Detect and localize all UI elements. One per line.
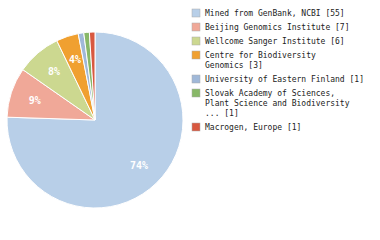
pie-slice xyxy=(89,32,95,120)
legend-label-line: Macrogen, Europe [1] xyxy=(205,123,301,132)
slice-label: 9% xyxy=(29,95,41,106)
chart: 74% 9% 8% 4% Mined from GenBank, NCBI [55] Be… xyxy=(0,0,380,240)
legend-label-line: Wellcome Sanger Institute [6] xyxy=(205,37,345,46)
slice-label: 74% xyxy=(130,160,148,171)
legend-label-line: Mined from GenBank, NCBI [55] xyxy=(205,9,345,18)
pie-slice xyxy=(78,33,95,120)
legend-label: Centre for BiodiversityGenomics [3] xyxy=(205,51,316,70)
legend-label: Beijing Genomics Institute [7] xyxy=(205,23,350,32)
pie-slice xyxy=(84,32,95,120)
slices xyxy=(7,32,183,208)
legend-label: Wellcome Sanger Institute [6] xyxy=(205,37,345,46)
legend-label-line: ... [1] xyxy=(205,109,239,118)
legend-label: Macrogen, Europe [1] xyxy=(205,123,301,132)
slice-labels: 74% 9% 8% 4% xyxy=(29,54,148,171)
legend-label-line: Slovak Academy of Sciences, xyxy=(205,89,335,98)
legend-label-line: Genomics [3] xyxy=(205,61,263,70)
legend-item: University of Eastern Finland [1] xyxy=(192,75,364,84)
legend-swatch xyxy=(192,51,200,59)
legend-label: University of Eastern Finland [1] xyxy=(205,75,364,84)
legend-swatch xyxy=(192,123,200,131)
legend-label-line: Plant Science and Biodiversity xyxy=(205,99,350,108)
legend-item: Beijing Genomics Institute [7] xyxy=(192,23,350,32)
legend-item: Wellcome Sanger Institute [6] xyxy=(192,37,345,46)
legend-item: Slovak Academy of Sciences,Plant Science… xyxy=(192,89,350,118)
legend-swatch xyxy=(192,75,200,83)
legend: Mined from GenBank, NCBI [55] Beijing Gen… xyxy=(192,9,364,132)
legend-swatch xyxy=(192,89,200,97)
legend-swatch xyxy=(192,37,200,45)
chart-container: 74% 9% 8% 4% Mined from GenBank, NCBI [55] Be… xyxy=(0,0,380,240)
legend-item: Mined from GenBank, NCBI [55] xyxy=(192,9,345,18)
legend-label: Mined from GenBank, NCBI [55] xyxy=(205,9,345,18)
slice-label: 4% xyxy=(69,54,81,65)
legend-item: Centre for BiodiversityGenomics [3] xyxy=(192,51,316,70)
legend-label-line: Beijing Genomics Institute [7] xyxy=(205,23,350,32)
legend-item: Macrogen, Europe [1] xyxy=(192,123,301,132)
legend-swatch xyxy=(192,23,200,31)
legend-label-line: University of Eastern Finland [1] xyxy=(205,75,364,84)
pie-slice xyxy=(7,32,183,208)
legend-swatch xyxy=(192,9,200,17)
slice-label: 8% xyxy=(48,66,60,77)
legend-label-line: Centre for Biodiversity xyxy=(205,51,316,60)
legend-label: Slovak Academy of Sciences,Plant Science… xyxy=(205,89,350,118)
